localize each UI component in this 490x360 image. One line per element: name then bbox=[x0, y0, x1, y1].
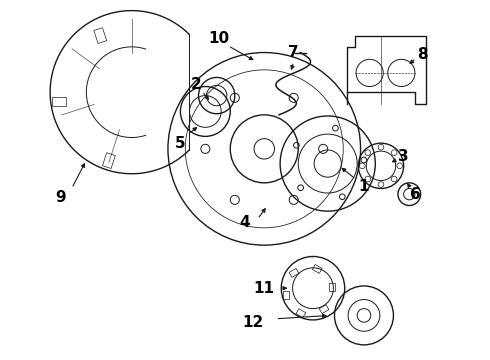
Text: 7: 7 bbox=[289, 45, 299, 60]
Bar bbox=[289, 269, 299, 277]
Bar bbox=[102, 153, 115, 168]
Text: 10: 10 bbox=[208, 31, 229, 46]
Text: 8: 8 bbox=[417, 47, 428, 62]
Bar bbox=[329, 283, 335, 291]
Bar bbox=[283, 291, 289, 299]
Bar bbox=[319, 305, 329, 314]
Text: 4: 4 bbox=[240, 215, 250, 230]
Bar bbox=[296, 309, 306, 318]
Text: 3: 3 bbox=[398, 149, 409, 164]
Bar bbox=[52, 97, 66, 106]
Text: 11: 11 bbox=[254, 281, 275, 296]
Text: 2: 2 bbox=[191, 77, 202, 92]
Text: 9: 9 bbox=[55, 190, 66, 205]
Text: 6: 6 bbox=[410, 187, 420, 202]
Bar bbox=[94, 28, 107, 44]
Text: 1: 1 bbox=[359, 179, 369, 194]
Text: 12: 12 bbox=[243, 315, 264, 330]
Text: 5: 5 bbox=[175, 136, 186, 151]
Bar bbox=[312, 265, 322, 273]
